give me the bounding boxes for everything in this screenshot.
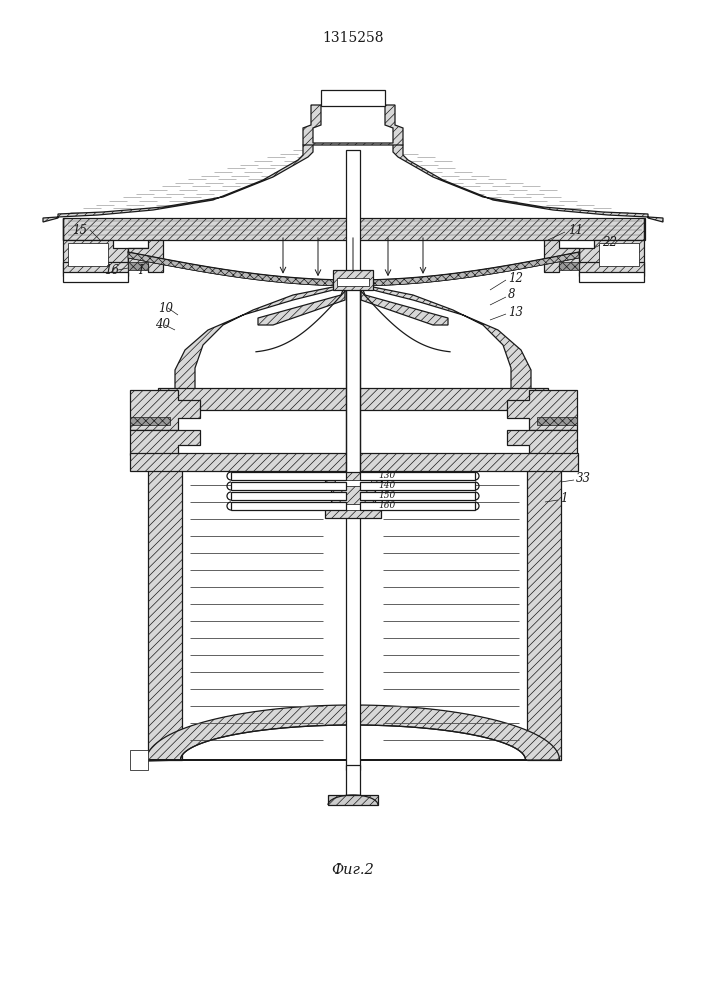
Bar — [325, 506, 381, 518]
Polygon shape — [258, 285, 345, 325]
Bar — [231, 472, 346, 480]
Bar — [360, 482, 475, 490]
Polygon shape — [130, 390, 200, 430]
Bar — [335, 504, 371, 510]
Text: 16: 16 — [104, 263, 119, 276]
Polygon shape — [361, 285, 531, 400]
Bar — [68, 243, 108, 266]
Polygon shape — [544, 240, 579, 272]
Bar — [337, 278, 369, 286]
Bar — [360, 502, 475, 510]
Polygon shape — [507, 430, 577, 455]
Bar — [130, 453, 578, 471]
Text: I: I — [138, 263, 143, 276]
Text: 140: 140 — [378, 482, 395, 490]
Text: 33: 33 — [576, 472, 591, 485]
Bar — [63, 272, 128, 282]
Bar — [148, 470, 182, 760]
Bar — [128, 262, 148, 270]
Polygon shape — [63, 218, 128, 272]
Bar — [579, 262, 644, 276]
Bar — [182, 470, 527, 760]
Bar — [346, 765, 360, 795]
Polygon shape — [130, 750, 148, 770]
Polygon shape — [130, 430, 200, 455]
Polygon shape — [507, 390, 577, 430]
Polygon shape — [58, 143, 648, 214]
Bar — [346, 285, 360, 405]
Polygon shape — [328, 795, 378, 805]
Bar — [231, 482, 346, 490]
Bar — [331, 484, 375, 506]
Bar — [527, 470, 561, 760]
Polygon shape — [361, 285, 448, 325]
Text: Фиг.2: Фиг.2 — [332, 863, 375, 877]
Text: 22: 22 — [602, 235, 617, 248]
Bar — [130, 417, 170, 425]
Polygon shape — [393, 143, 663, 222]
Bar — [231, 492, 346, 500]
Text: 1: 1 — [560, 491, 568, 504]
Bar — [537, 417, 577, 425]
Polygon shape — [128, 252, 579, 286]
Bar — [579, 272, 644, 282]
Text: 13: 13 — [508, 306, 523, 318]
Polygon shape — [146, 705, 559, 761]
Bar — [599, 243, 639, 266]
Text: 12: 12 — [508, 271, 523, 284]
Bar — [321, 90, 385, 106]
Text: 150: 150 — [378, 491, 395, 500]
Text: 160: 160 — [378, 502, 395, 510]
Bar — [559, 248, 579, 263]
Polygon shape — [579, 218, 644, 272]
Polygon shape — [303, 105, 403, 145]
Text: 15: 15 — [72, 224, 87, 236]
Polygon shape — [43, 143, 313, 222]
Bar — [333, 270, 373, 290]
Bar — [63, 262, 128, 276]
Bar — [335, 480, 371, 486]
Text: 40: 40 — [155, 318, 170, 332]
Bar — [325, 472, 381, 484]
Text: 11: 11 — [568, 224, 583, 236]
Bar — [559, 262, 579, 270]
Text: 1315258: 1315258 — [322, 31, 384, 45]
Bar — [128, 248, 148, 263]
Bar — [360, 492, 475, 500]
Polygon shape — [128, 240, 163, 272]
Text: 10: 10 — [158, 302, 173, 314]
Bar — [360, 472, 475, 480]
Bar — [231, 502, 346, 510]
Text: 8: 8 — [508, 288, 515, 302]
Polygon shape — [313, 105, 393, 143]
Bar — [63, 218, 645, 240]
Bar — [346, 150, 360, 770]
Bar — [158, 388, 548, 410]
Polygon shape — [175, 285, 345, 400]
Text: 130: 130 — [378, 472, 395, 481]
